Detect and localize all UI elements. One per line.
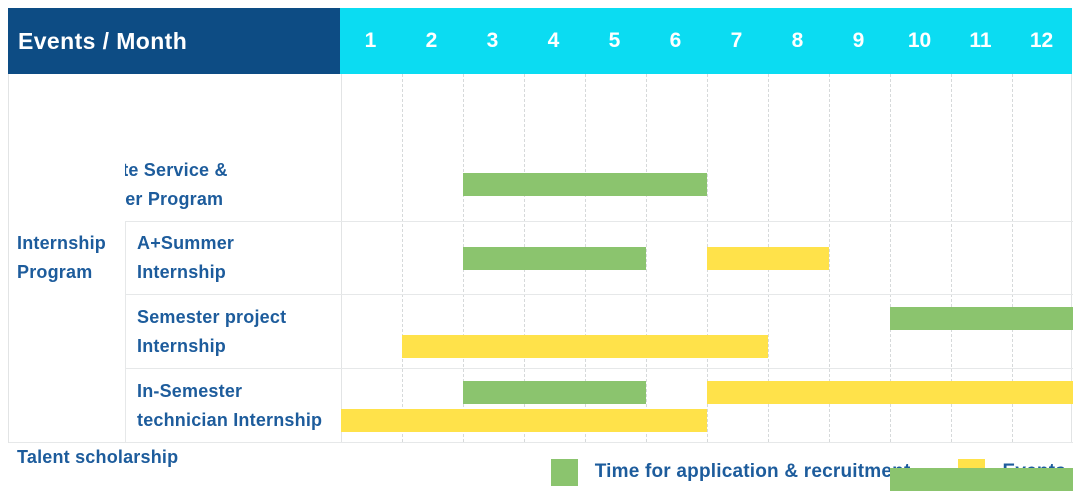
month-header-12: 12	[1029, 29, 1054, 52]
row-label-line: A+Summer	[137, 233, 235, 254]
month-header-2: 2	[425, 29, 438, 52]
month-header-4: 4	[547, 29, 560, 52]
sub-label-divider	[125, 369, 126, 443]
month-header-5: 5	[608, 29, 621, 52]
row-timeline	[341, 443, 1073, 491]
month-grid-line	[1012, 74, 1013, 442]
row-timeline	[341, 369, 1073, 443]
month-header-3: 3	[486, 29, 499, 52]
row-a-plus-summer-internship: A+Summer Internship	[9, 221, 1073, 296]
row-label-line: technician Internship	[137, 410, 323, 431]
month-grid-line	[951, 74, 952, 442]
sub-label-divider	[125, 295, 126, 370]
month-header-1: 1	[364, 29, 377, 52]
gantt-bar-event	[341, 409, 707, 433]
gantt-bar-application	[463, 172, 707, 196]
group-label-line: Internship	[17, 233, 107, 254]
gantt-bar-application	[890, 307, 1073, 331]
gantt-header-row: Events / Month 1 2 3 4 5 6 7 8 9 10 11 12	[8, 8, 1072, 74]
row-timeline	[341, 295, 1073, 369]
row-label-line: Semester project	[137, 307, 287, 328]
legend-item-application: Time for application & recruitment	[550, 458, 911, 486]
row-label-line: Internship	[137, 262, 227, 283]
row-label-line: Talent scholarship	[17, 446, 179, 467]
gantt-bar-application	[463, 381, 646, 405]
month-grid-line	[402, 74, 403, 442]
row-label: In-Semester technician Internship	[9, 369, 341, 443]
month-grid-line	[890, 74, 891, 442]
row-talent-scholarship: Talent scholarship	[9, 443, 1073, 491]
row-label: Talent scholarship	[9, 443, 341, 472]
row-semester-project-internship: Semester project Internship	[9, 295, 1073, 370]
month-header-6: 6	[669, 29, 682, 52]
row-label: Semester project Internship	[9, 295, 341, 370]
row-rd-substitute: RD Substitute Service & Advance Offer Pr…	[9, 148, 1073, 222]
green-swatch-icon	[550, 458, 578, 486]
month-header-row: 1 2 3 4 5 6 7 8 9 10 11 12	[340, 8, 1072, 74]
gantt-bar-event	[707, 246, 829, 270]
gantt-bar-application	[463, 246, 646, 270]
label-grid-divider	[341, 74, 342, 442]
month-header-11: 11	[969, 29, 992, 52]
gantt-bar-event	[402, 335, 768, 359]
row-timeline	[341, 222, 1073, 296]
row-label: A+Summer Internship	[9, 221, 341, 296]
gantt-body: RD Substitute Service & Advance Offer Pr…	[8, 74, 1073, 491]
gantt-bar-event	[707, 381, 1073, 405]
legend-label: Time for application & recruitment	[594, 461, 911, 482]
row-label-line: Internship	[137, 336, 227, 357]
row-in-semester-technician-internship: In-Semester technician Internship	[9, 369, 1073, 443]
month-header-9: 9	[852, 29, 865, 52]
row-timeline	[341, 148, 1073, 222]
month-grid-lines	[9, 74, 1073, 442]
sub-label-divider	[125, 221, 126, 296]
month-header-10: 10	[907, 29, 932, 52]
group-label-line: Program	[17, 262, 93, 283]
month-grid-line	[646, 74, 647, 442]
group-cell-internship-program: Internship Program	[9, 147, 125, 370]
gantt-bar-application	[890, 467, 1073, 491]
row-label-line: In-Semester	[137, 381, 243, 402]
month-header-7: 7	[730, 29, 743, 52]
month-grid-line	[829, 74, 830, 442]
table-title: Events / Month	[8, 8, 340, 74]
month-header-8: 8	[791, 29, 804, 52]
